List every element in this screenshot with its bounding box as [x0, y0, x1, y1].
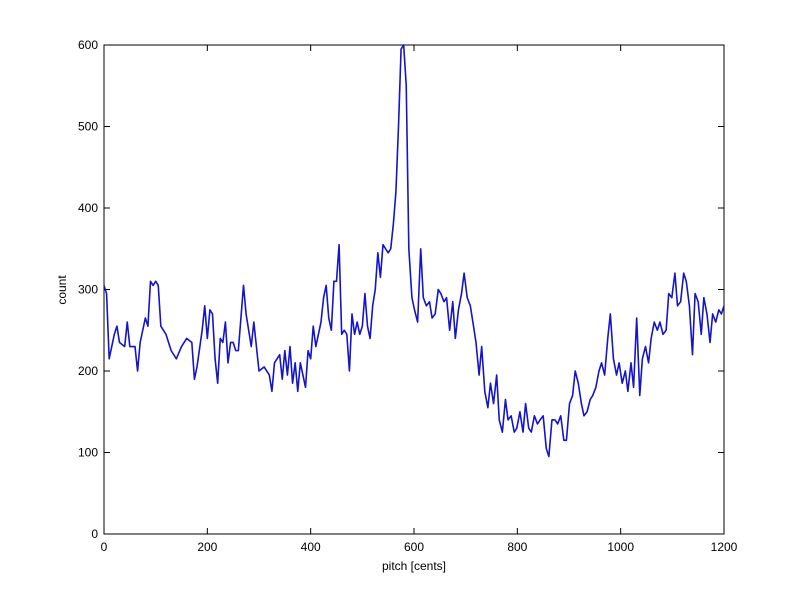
- y-axis-label: count: [55, 275, 69, 305]
- x-axis-label: pitch [cents]: [382, 559, 446, 573]
- y-tick-label: 600: [78, 38, 98, 52]
- plot-area: [103, 44, 725, 535]
- y-tick-label: 400: [78, 201, 98, 215]
- x-tick-label: 600: [404, 540, 424, 554]
- y-tick-label: 200: [78, 364, 98, 378]
- y-tick-label: 300: [78, 283, 98, 297]
- x-tick-label: 1200: [711, 540, 738, 554]
- y-tick-label: 0: [91, 527, 98, 541]
- x-tick-label: 400: [301, 540, 321, 554]
- data-line: [103, 44, 725, 458]
- y-tick-label: 100: [78, 446, 98, 460]
- x-tick-label: 0: [101, 540, 108, 554]
- x-tick-label: 1000: [607, 540, 634, 554]
- x-tick-label: 800: [507, 540, 527, 554]
- x-tick-label: 200: [197, 540, 217, 554]
- y-tick-label: 500: [78, 120, 98, 134]
